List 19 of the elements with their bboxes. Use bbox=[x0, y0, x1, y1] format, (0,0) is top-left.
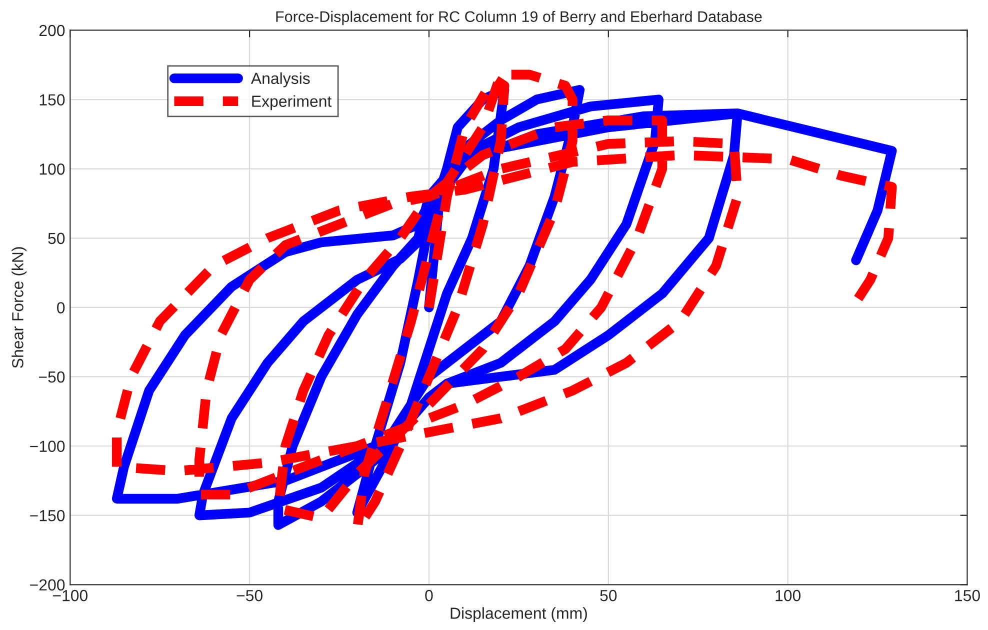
legend-label: Analysis bbox=[250, 72, 310, 88]
y-tick-label: 50 bbox=[48, 232, 65, 244]
y-tick-label: −200 bbox=[30, 579, 65, 591]
y-tick-label: 150 bbox=[40, 94, 65, 106]
x-tick-label: 100 bbox=[776, 590, 801, 602]
x-axis-title: Displacement (mm) bbox=[450, 607, 587, 622]
y-tick-label: 200 bbox=[39, 24, 65, 36]
x-tick-label: 0 bbox=[425, 590, 433, 602]
x-tick-label: 50 bbox=[600, 590, 617, 602]
x-tick-label: 150 bbox=[955, 590, 980, 602]
y-tick-label: −150 bbox=[30, 510, 65, 522]
y-tick-label: −50 bbox=[38, 371, 65, 383]
legend-label: Experiment bbox=[252, 95, 332, 110]
y-tick-label: 0 bbox=[57, 302, 65, 314]
x-tick-label: −50 bbox=[236, 590, 262, 602]
y-tick-label: 100 bbox=[40, 163, 65, 175]
y-tick-label: −100 bbox=[30, 440, 65, 452]
chart-title: Force-Displacement for RC Column 19 of Berry and Eberhard Database bbox=[276, 10, 762, 26]
y-axis-title: Shear Force (kN) bbox=[12, 247, 27, 368]
